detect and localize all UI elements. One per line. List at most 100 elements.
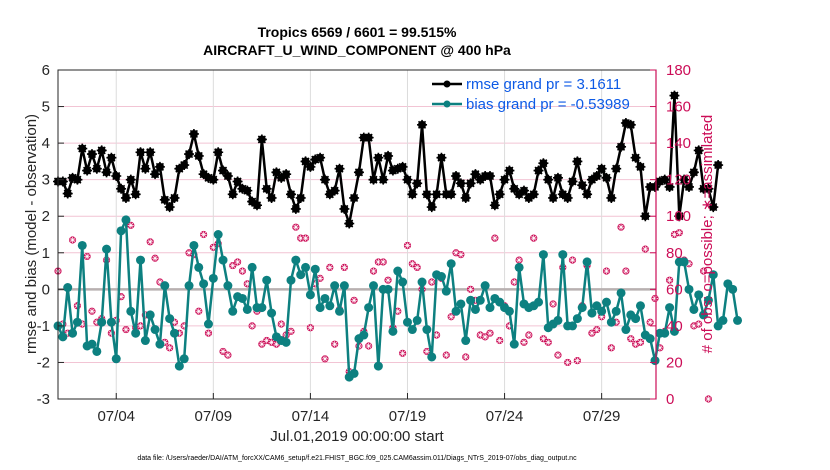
rmse-point (319, 174, 330, 185)
obs-count-point (306, 324, 315, 332)
rmse-point (601, 172, 612, 183)
obs-count-point (491, 234, 499, 242)
bias-point (645, 334, 655, 344)
rmse-point (159, 194, 170, 205)
obs-count-point (622, 267, 630, 275)
bias-point (402, 317, 412, 327)
rmse-point (465, 178, 476, 189)
bias-point (169, 328, 179, 338)
bias-point (155, 339, 165, 349)
bias-point (165, 314, 175, 324)
legend-rmse-marker (443, 80, 451, 88)
obs-count-point (413, 263, 421, 271)
obs-count-point (564, 358, 572, 367)
legend: rmse grand pr = 3.1611 bias grand pr = -… (432, 76, 630, 113)
rmse-point (242, 185, 253, 196)
bias-point (470, 304, 480, 314)
rmse-point (606, 192, 617, 203)
obs-count-point (515, 256, 523, 264)
rmse-point (77, 143, 88, 154)
rmse-point (713, 160, 724, 171)
obs-count-point (68, 236, 77, 244)
y-right-tick-label: 180 (666, 62, 691, 79)
obs-count-point (166, 344, 174, 352)
rmse-point (669, 90, 680, 101)
obs-count-point (466, 285, 475, 293)
bias-point (650, 356, 660, 366)
rmse-point (184, 149, 195, 160)
bias-point (587, 308, 597, 318)
x-tick-label: 07/19 (389, 408, 427, 425)
rmse-point (378, 174, 389, 185)
rmse-point (208, 174, 219, 185)
bias-point (451, 306, 461, 316)
bias-point (286, 275, 296, 285)
bias-point (635, 301, 645, 311)
bias-point (262, 275, 272, 285)
rmse-point (290, 203, 301, 214)
bias-point (572, 314, 582, 324)
obs-count-point (326, 263, 334, 271)
rmse-point (154, 161, 165, 172)
rmse-point (256, 134, 267, 145)
bias-point (136, 255, 146, 265)
bias-point (72, 317, 82, 327)
y-tick-label: -2 (37, 354, 50, 371)
obs-count-point (369, 267, 378, 275)
bias-point (325, 301, 335, 311)
rmse-point (455, 178, 466, 189)
rmse-point (232, 176, 243, 187)
data-file-footer: data file: /Users/raeder/DAI/ATM_forcXX/… (137, 455, 577, 462)
bias-point (456, 299, 466, 309)
y-right-tick-label: 60 (666, 281, 683, 298)
rmse-point (91, 163, 102, 174)
rmse-point (635, 161, 646, 172)
rmse-point (577, 180, 588, 191)
bias-point (218, 255, 228, 265)
rmse-point (135, 147, 146, 158)
bias-point (330, 281, 340, 291)
bias-point (407, 325, 417, 335)
rmse-point (446, 189, 457, 200)
rmse-point (664, 181, 675, 192)
y-right-tick-label: 80 (666, 245, 683, 262)
bias-point (335, 306, 345, 316)
rmse-point (281, 169, 292, 180)
obs-count-point (544, 338, 552, 346)
bias-point (281, 337, 291, 347)
bias-point (601, 297, 611, 307)
rmse-point (548, 192, 559, 203)
bias-point (699, 310, 709, 320)
x-tick-label: 07/14 (292, 408, 330, 425)
obs-count-point (365, 342, 373, 350)
bias-point (160, 281, 170, 291)
rmse-point (552, 172, 563, 183)
rmse-point (567, 176, 578, 187)
bias-point (126, 306, 136, 316)
obs-count-point (136, 322, 145, 330)
rmse-point (504, 165, 515, 176)
bias-point (247, 262, 257, 272)
y-right-tick-label: 120 (666, 172, 691, 189)
bias-point (339, 281, 349, 291)
bias-point (179, 354, 189, 364)
obs-count-point (379, 258, 387, 266)
bias-point (733, 315, 743, 325)
rmse-point (436, 152, 447, 163)
bias-point (199, 279, 209, 289)
rmse-point (688, 167, 699, 178)
obs-count-point (665, 276, 674, 284)
rmse-point (640, 211, 651, 222)
rmse-point (164, 202, 175, 213)
chart-title: Tropics 6569 / 6601 = 99.515% (258, 24, 457, 40)
bias-point (208, 273, 218, 283)
rmse-point (562, 192, 573, 203)
bias-point (558, 250, 568, 260)
rmse-point (57, 176, 68, 187)
rmse-point (499, 174, 510, 185)
rmse-point (82, 165, 93, 176)
rmse-point (460, 192, 471, 203)
bias-point (703, 295, 713, 305)
bias-point (669, 326, 679, 336)
